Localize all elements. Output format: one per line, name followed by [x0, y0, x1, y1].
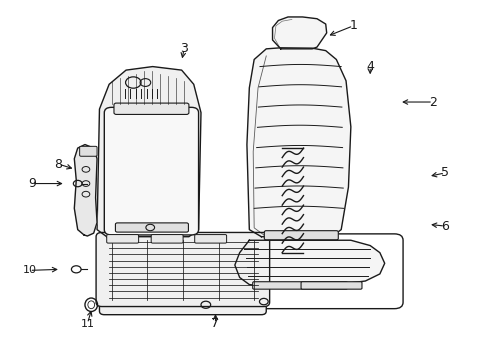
FancyBboxPatch shape	[80, 146, 97, 156]
FancyBboxPatch shape	[115, 223, 188, 232]
Polygon shape	[234, 240, 384, 286]
Polygon shape	[246, 48, 350, 237]
Text: 6: 6	[440, 220, 448, 233]
FancyBboxPatch shape	[104, 107, 198, 235]
Text: 3: 3	[180, 42, 187, 55]
Text: 10: 10	[22, 265, 36, 275]
FancyBboxPatch shape	[264, 231, 338, 240]
Text: 8: 8	[54, 158, 62, 171]
Text: 7: 7	[211, 317, 219, 330]
Polygon shape	[74, 145, 97, 236]
Text: 4: 4	[366, 60, 373, 73]
FancyBboxPatch shape	[96, 233, 269, 306]
Text: 2: 2	[428, 95, 436, 108]
FancyBboxPatch shape	[194, 235, 226, 243]
FancyBboxPatch shape	[114, 103, 188, 114]
FancyBboxPatch shape	[106, 235, 138, 243]
FancyBboxPatch shape	[99, 291, 265, 315]
Text: 11: 11	[80, 319, 94, 329]
Text: 9: 9	[28, 177, 36, 190]
FancyBboxPatch shape	[301, 282, 361, 289]
Text: 1: 1	[348, 19, 356, 32]
Text: 5: 5	[440, 166, 448, 179]
Polygon shape	[97, 67, 201, 237]
FancyBboxPatch shape	[151, 235, 183, 243]
Polygon shape	[272, 17, 326, 49]
FancyBboxPatch shape	[252, 282, 347, 289]
